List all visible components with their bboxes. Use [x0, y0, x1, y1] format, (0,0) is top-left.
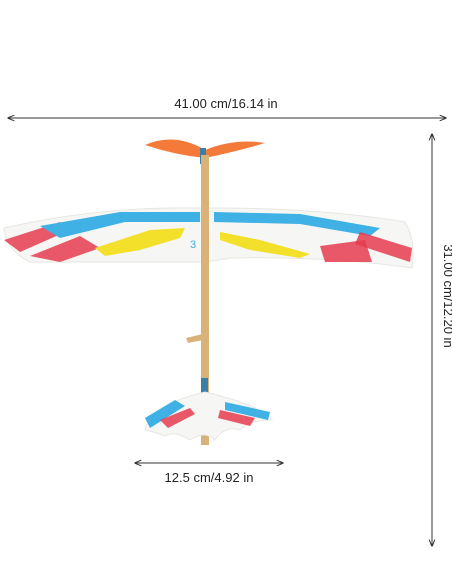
wing-number: 3 — [190, 239, 196, 251]
tail-width-label: 12.5 cm/4.92 in — [165, 470, 254, 485]
height-label: 31.00 cm/12.20 in — [441, 244, 452, 347]
width-label: 41.00 cm/16.14 in — [174, 96, 277, 111]
glider: 3 — [3, 139, 414, 445]
